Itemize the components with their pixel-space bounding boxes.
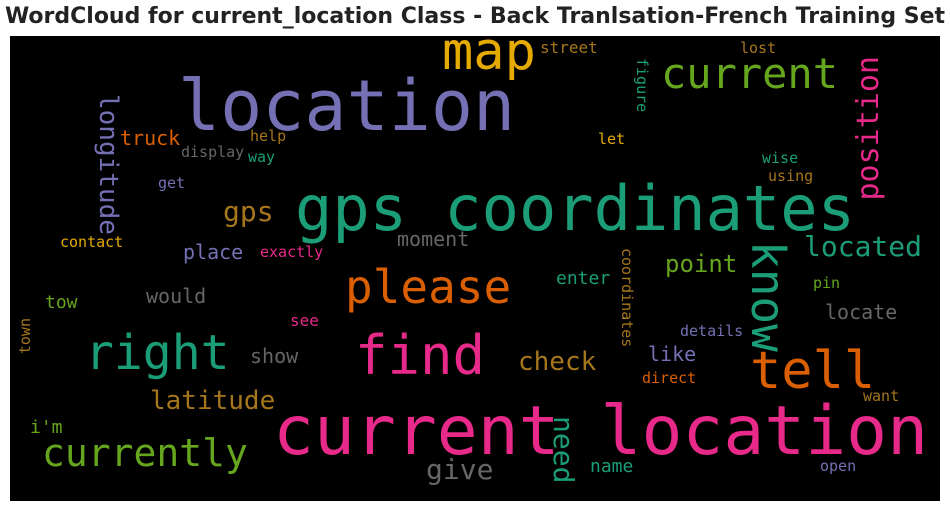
word-lost: lost: [740, 39, 776, 57]
word-get: get: [158, 174, 185, 192]
word-enter: enter: [556, 268, 610, 289]
word-check: check: [518, 347, 597, 377]
word-give: give: [426, 453, 493, 486]
word-street: street: [540, 38, 598, 57]
word-place: place: [183, 240, 243, 264]
word-coordinates: coordinates: [618, 248, 636, 347]
word-point: point: [665, 250, 737, 278]
word-name: name: [590, 456, 633, 477]
word-figure: figure: [633, 58, 651, 112]
word-pin: pin: [813, 274, 840, 292]
word-current-location: current location: [273, 392, 928, 471]
word-longitude: longitude: [93, 94, 123, 235]
word-using: using: [768, 167, 813, 185]
word-show: show: [250, 344, 299, 368]
word-please: please: [345, 260, 511, 314]
word-wise: wise: [762, 149, 798, 167]
word-open: open: [820, 457, 856, 475]
word-map: map: [442, 36, 536, 82]
word-gps-coordinates: gps coordinates: [295, 172, 855, 245]
word-tow: tow: [45, 292, 78, 313]
word-truck: truck: [120, 126, 180, 150]
word-i-m: i'm: [30, 417, 63, 438]
word-position: position: [851, 56, 886, 201]
word-currently: currently: [42, 431, 248, 475]
word-cloud: current location gps coordinates location m…: [10, 36, 940, 501]
word-need: need: [547, 416, 580, 483]
word-know: know: [741, 241, 795, 352]
word-direct: direct: [642, 369, 696, 387]
word-want: want: [863, 387, 899, 405]
word-exactly: exactly: [260, 243, 323, 261]
word-gps: gps: [223, 195, 274, 228]
word-located: located: [804, 230, 922, 263]
chart-title: WordCloud for current_location Class - B…: [4, 4, 946, 29]
word-find: find: [355, 324, 485, 387]
word-like: like: [648, 342, 696, 366]
word-moment: moment: [397, 227, 469, 251]
word-locate: locate: [825, 300, 897, 324]
word-way: way: [248, 148, 275, 166]
word-location: location: [178, 65, 515, 147]
word-latitude: latitude: [150, 386, 275, 416]
word-help: help: [250, 127, 286, 145]
word-contact: contact: [60, 233, 123, 251]
word-current: current: [661, 49, 838, 98]
word-tell: tell: [750, 341, 875, 401]
word-display: display: [181, 143, 244, 161]
word-see: see: [290, 311, 319, 330]
word-would: would: [146, 284, 206, 308]
word-details: details: [680, 322, 743, 340]
word-right: right: [85, 325, 230, 381]
word-town: town: [16, 318, 34, 354]
word-let: let: [598, 130, 625, 148]
